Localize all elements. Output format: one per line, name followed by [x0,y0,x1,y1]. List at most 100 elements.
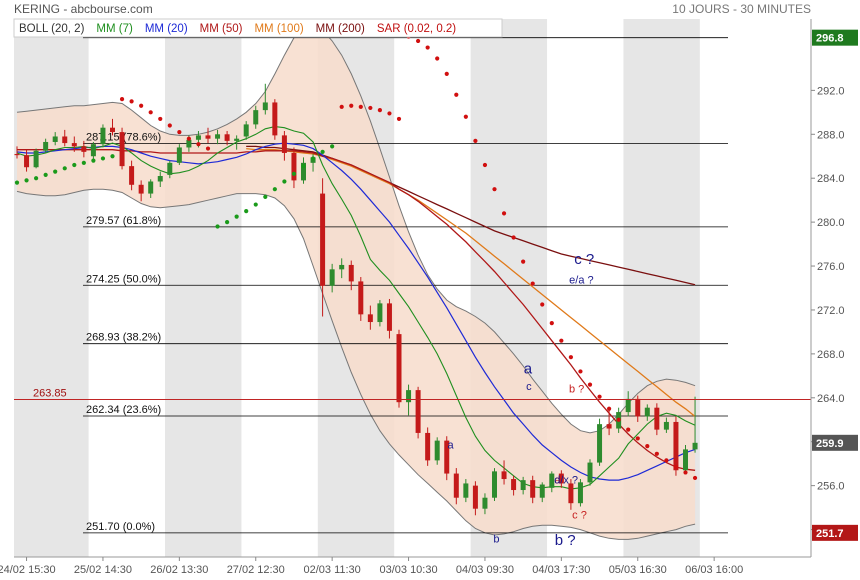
x-tick-label: 04/03 17:30 [532,564,590,576]
candle-body [100,127,106,145]
x-tick-label: 05/03 16:30 [609,564,667,576]
candle-body [415,390,421,433]
candle-body [482,497,488,509]
candle-body [167,162,173,175]
fib-label: 274.25 (50.0%) [86,273,161,285]
sar-dot [435,56,440,61]
candle-body [90,144,96,157]
legend-item: MM (7) [96,23,133,35]
sar-dot [349,103,354,108]
support-line-group: 263.85 [14,387,811,400]
sar-dot [34,176,39,181]
sar-dot [549,321,554,326]
candle-body [215,134,221,139]
sar-dot [568,355,574,360]
sar-dot [263,194,268,199]
bollinger-band [16,25,696,540]
sar-dot [664,458,669,463]
candle-body [339,264,345,270]
sar-dot [310,156,316,161]
sar-dot [330,144,335,149]
legend-item: BOLL (20, 2) [19,23,85,35]
sar-dot [158,116,163,122]
candle-body [301,162,306,181]
sar-dot [635,436,640,441]
sar-dot [139,103,144,108]
sar-dot [463,114,468,119]
wave-label: c [526,381,532,393]
sar-dot [358,104,363,109]
wave-label: c ? [574,251,594,268]
wave-label: b [493,534,499,546]
legend-item: MM (50) [200,23,243,35]
price-badge-label: 251.7 [816,528,844,540]
sar-dot [673,464,679,470]
sar-dot [72,162,77,168]
candle-body [320,193,326,286]
sar-dot [129,99,134,104]
y-tick-label: 268.0 [817,349,845,361]
sar-dot [205,146,211,151]
y-tick-label: 276.0 [817,261,845,273]
legend: BOLL (20, 2) MM (7) MM (20) MM (50) MM (100)… [13,18,503,38]
sar-dot [234,214,239,219]
sar-dot [578,369,583,374]
sar-dot [301,164,306,169]
candle-body [463,483,469,498]
sar-dot [177,129,182,135]
candle-body [52,136,58,142]
sar-dot [368,105,373,111]
candle-body [157,176,163,182]
candle-body [291,152,297,181]
x-tick-label: 02/03 11:30 [304,564,361,576]
wave-label: d/x ? [554,474,578,486]
candle-body [377,303,383,323]
wave-label: a [448,439,455,451]
candle-body [635,398,641,417]
wave-label: a [554,474,561,486]
sar-dot [244,209,249,214]
candle-body [434,440,440,461]
sar-dot [597,394,602,399]
axes: 252.0256.0260.0264.0268.0272.0276.0280.0… [0,19,858,576]
sar-dot [339,104,344,109]
sar-dot [559,338,564,343]
sar-dot [396,116,402,122]
candle-body [62,136,68,144]
x-tick-label: 04/03 09:30 [456,564,514,576]
mm50-line [17,149,696,471]
session-shade [14,19,89,557]
sar-dot [91,158,96,163]
sar-dots [14,34,698,481]
y-tick-label: 256.0 [817,481,845,493]
sar-dot [616,417,621,422]
sar-dot [43,172,48,178]
y-tick-label: 284.0 [817,173,845,185]
candle-body [597,424,603,463]
sar-dot [167,123,172,128]
candle-body [673,421,679,471]
wave-label: e/a ? [569,275,593,287]
candle-body [577,482,583,504]
sar-dot [645,444,650,449]
candle-body [253,110,259,125]
candle-body [683,449,688,471]
candle-body [138,184,144,194]
wave-label: c ? [572,510,587,522]
sar-dot [377,108,382,113]
sar-dot [683,470,688,475]
sar-dot [587,382,593,387]
sar-dot [540,302,545,307]
session-shade [165,19,242,557]
candle-body [195,135,201,140]
legend-box [13,18,503,38]
sar-dot [282,179,287,184]
sar-dot [81,160,86,165]
x-tick-label: 27/02 12:30 [227,564,285,576]
y-tick-label: 292.0 [817,85,845,97]
sar-dot [416,38,421,44]
sar-dot [225,220,230,225]
legend-item: MM (200) [316,23,365,35]
